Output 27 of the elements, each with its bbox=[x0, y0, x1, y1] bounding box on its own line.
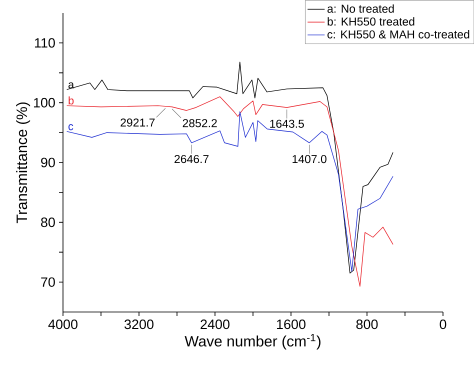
annotation: c bbox=[68, 124, 74, 130]
line-series bbox=[66, 111, 394, 272]
annotation: 1407.0 bbox=[292, 154, 326, 164]
annotation: a bbox=[68, 82, 74, 88]
line-series bbox=[66, 62, 394, 274]
legend-label: a: No treated bbox=[327, 4, 394, 13]
x-axis-title: Wave number (cm$^{-1}$) bbox=[184, 334, 320, 350]
x-tick-label: 3200 bbox=[124, 320, 154, 330]
y-tick-label: 110 bbox=[34, 38, 55, 48]
legend-label: c: KH550 & MAH co-treated bbox=[327, 30, 470, 38]
annotation: 1643.5 bbox=[270, 120, 304, 128]
y-axis-title: Transmittance (%) bbox=[16, 102, 30, 224]
annotation: b bbox=[68, 96, 74, 104]
x-tick-label: 2400 bbox=[200, 320, 230, 330]
x-tick-label: 0 bbox=[440, 320, 446, 330]
x-tick-label: 4000 bbox=[48, 320, 78, 330]
legend-label: b: KH550 treated bbox=[328, 17, 414, 26]
y-tick-label: 100 bbox=[34, 98, 55, 108]
annotation: 2921.7 bbox=[120, 118, 155, 127]
annotation: 2646.7 bbox=[174, 154, 209, 164]
line-series bbox=[66, 96, 394, 287]
y-tick-label: 90 bbox=[41, 158, 55, 168]
x-tick-label: 1600 bbox=[277, 320, 306, 330]
annotation: 2852.2 bbox=[182, 119, 217, 128]
x-tick-label: 800 bbox=[356, 320, 378, 330]
y-tick-label: 80 bbox=[41, 218, 55, 228]
y-tick-label: 70 bbox=[41, 277, 55, 287]
